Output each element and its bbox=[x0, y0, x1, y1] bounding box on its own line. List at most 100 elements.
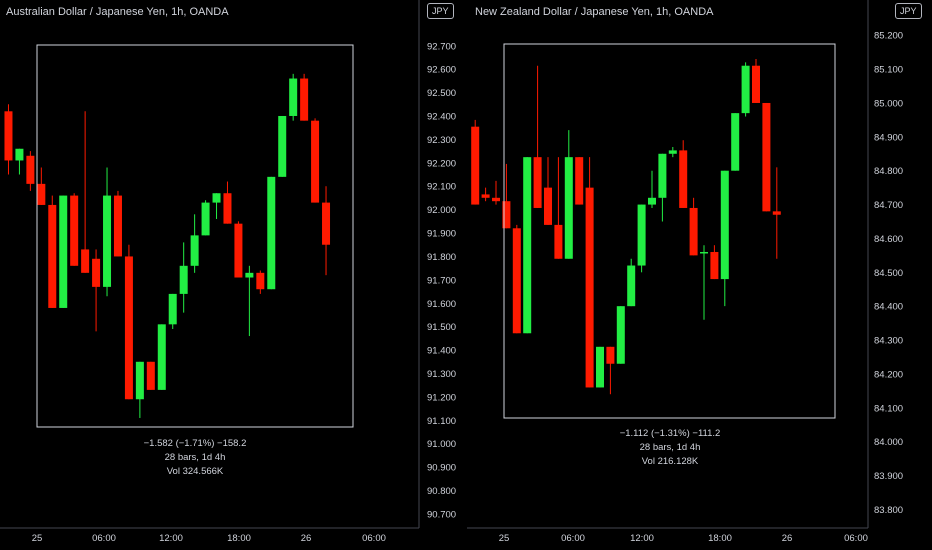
candle-body bbox=[267, 176, 276, 290]
audjpy-chart-svg[interactable]: 92.700 92.600 92.500 92.400 92.300 92.200 92.1… bbox=[0, 0, 467, 550]
candle bbox=[201, 200, 210, 236]
price-tick-label: 92.100 bbox=[427, 182, 456, 193]
candle bbox=[81, 111, 90, 273]
time-tick-label: 12:00 bbox=[630, 533, 654, 544]
candle bbox=[648, 170, 656, 208]
candle-body bbox=[146, 361, 155, 390]
candle-body bbox=[103, 195, 112, 287]
candle bbox=[59, 195, 68, 308]
candle bbox=[4, 104, 13, 175]
time-tick-label: 26 bbox=[782, 533, 793, 544]
candle-body bbox=[234, 223, 243, 278]
candle-body bbox=[668, 150, 677, 154]
candle bbox=[679, 140, 688, 208]
measure-change: −1.582 (−1.71%) −158.2 bbox=[143, 438, 247, 449]
time-tick-label: 25 bbox=[499, 533, 510, 544]
price-tick-label: 84.100 bbox=[874, 403, 903, 414]
price-tick-label: 92.400 bbox=[427, 111, 456, 122]
candle-body bbox=[201, 202, 210, 236]
candle bbox=[585, 157, 594, 388]
candle-body bbox=[300, 78, 309, 121]
candle-body bbox=[113, 195, 122, 257]
candle-body bbox=[278, 115, 287, 177]
candle-body bbox=[752, 65, 760, 103]
candle bbox=[212, 193, 221, 219]
price-tick-label: 83.800 bbox=[874, 505, 903, 516]
candle bbox=[37, 167, 46, 205]
price-tick-label: 92.700 bbox=[427, 41, 456, 52]
candle-body bbox=[322, 202, 331, 245]
candle-body bbox=[627, 265, 636, 307]
candle bbox=[481, 187, 490, 202]
candle bbox=[741, 62, 750, 117]
candle-body bbox=[710, 251, 719, 280]
candle-body bbox=[772, 211, 781, 215]
measure-change: −1.112 (−1.31%) −111.2 bbox=[619, 428, 721, 439]
chart-pane-nzdjpy[interactable]: 85.200 85.100 85.000 84.900 84.800 84.700 84.6… bbox=[467, 0, 932, 550]
measure-volume: Vol 324.566K bbox=[166, 466, 224, 477]
candle bbox=[234, 221, 243, 278]
currency-badge[interactable]: JPY bbox=[427, 3, 454, 19]
candle bbox=[554, 157, 563, 259]
candle bbox=[256, 270, 265, 294]
time-tick-label: 18:00 bbox=[227, 533, 251, 544]
price-tick-label: 84.800 bbox=[874, 166, 903, 177]
price-tick-label: 84.600 bbox=[874, 234, 903, 245]
date-range-box bbox=[36, 44, 354, 428]
price-tick-label: 92.500 bbox=[427, 88, 456, 99]
candle-body bbox=[554, 224, 563, 259]
candle-body bbox=[679, 150, 688, 208]
candle-body bbox=[492, 197, 500, 202]
candle-body bbox=[523, 157, 532, 334]
currency-badge[interactable]: JPY bbox=[895, 3, 922, 19]
time-tick-label: 18:00 bbox=[708, 533, 732, 544]
measure-volume: Vol 216.128K bbox=[641, 456, 699, 467]
nzdjpy-chart-svg[interactable]: 85.200 85.100 85.000 84.900 84.800 84.700 84.6… bbox=[467, 0, 932, 550]
candle-body bbox=[179, 265, 188, 294]
time-tick-label: 12:00 bbox=[159, 533, 183, 544]
price-tick-label: 84.200 bbox=[874, 369, 903, 380]
candle bbox=[245, 265, 254, 337]
candle bbox=[658, 153, 667, 222]
candle bbox=[616, 306, 625, 364]
candle bbox=[15, 148, 24, 175]
candle-body bbox=[533, 157, 542, 208]
candle bbox=[710, 245, 719, 280]
candle-body bbox=[92, 258, 101, 287]
price-tick-label: 85.200 bbox=[874, 31, 903, 42]
price-tick-label: 91.500 bbox=[427, 322, 456, 333]
candle bbox=[606, 346, 615, 395]
candle bbox=[92, 249, 101, 332]
candle bbox=[223, 181, 232, 224]
candle bbox=[762, 102, 771, 212]
candle bbox=[179, 242, 188, 313]
price-tick-label: 92.300 bbox=[427, 135, 456, 146]
price-tick-label: 84.700 bbox=[874, 200, 903, 211]
candle-body bbox=[15, 148, 24, 161]
candle bbox=[26, 151, 35, 191]
candle bbox=[752, 58, 760, 103]
candle bbox=[300, 73, 309, 121]
candle-body bbox=[596, 346, 604, 388]
price-tick-label: 84.900 bbox=[874, 132, 903, 143]
candle-body bbox=[212, 193, 221, 203]
candle bbox=[492, 180, 500, 205]
chart-title: Australian Dollar / Japanese Yen, 1h, OA… bbox=[6, 6, 229, 18]
candle-body bbox=[471, 126, 480, 205]
candle-body bbox=[741, 65, 750, 114]
candle bbox=[668, 147, 677, 158]
candle bbox=[146, 361, 155, 390]
candle bbox=[731, 113, 740, 171]
candle-body bbox=[637, 204, 646, 266]
candle-body bbox=[544, 187, 552, 225]
candle-body bbox=[731, 113, 740, 171]
price-tick-label: 91.200 bbox=[427, 392, 456, 403]
candle bbox=[512, 224, 521, 334]
price-tick-label: 84.300 bbox=[874, 336, 903, 347]
price-tick-label: 83.900 bbox=[874, 471, 903, 482]
chart-pane-audjpy[interactable]: 92.700 92.600 92.500 92.400 92.300 92.200 92.1… bbox=[0, 0, 467, 550]
candle-body bbox=[689, 207, 698, 256]
price-tick-label: 91.000 bbox=[427, 439, 456, 450]
candle-body bbox=[512, 228, 521, 334]
price-tick-label: 91.400 bbox=[427, 346, 456, 357]
